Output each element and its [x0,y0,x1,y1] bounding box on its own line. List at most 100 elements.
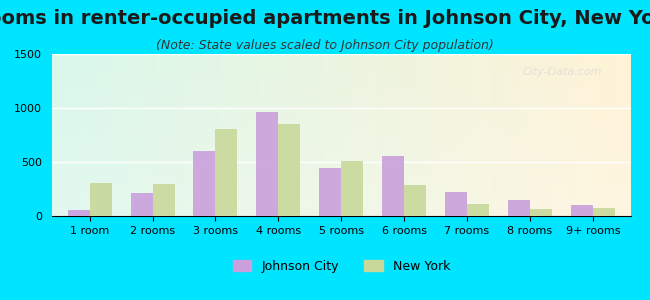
Bar [561,54,567,216]
Bar [330,54,335,216]
Bar [52,205,630,206]
Bar [52,203,630,205]
Bar [220,54,226,216]
Bar [52,177,630,179]
Bar [110,54,116,216]
Bar [573,54,578,216]
Bar [52,136,630,138]
Bar [497,54,503,216]
Bar [52,156,630,158]
Bar [52,198,630,200]
Text: (Note: State values scaled to Johnson City population): (Note: State values scaled to Johnson Ci… [156,39,494,52]
Bar [613,54,619,216]
Bar [52,86,630,88]
Bar [52,140,630,142]
Bar [593,208,615,216]
Bar [52,132,630,134]
Bar [52,88,630,90]
Bar [127,54,133,216]
Bar [457,54,463,216]
Bar [52,163,630,164]
Bar [81,54,86,216]
Bar [335,54,341,216]
Bar [312,54,318,216]
Bar [428,54,434,216]
Bar [571,205,593,216]
Bar [52,85,630,86]
Bar [480,54,486,216]
Bar [144,54,150,216]
Bar [52,124,630,125]
Bar [393,54,399,216]
Bar [52,206,630,208]
Bar [532,54,538,216]
Bar [52,96,630,98]
Bar [619,54,625,216]
Bar [347,54,353,216]
Bar [52,120,630,122]
Bar [486,54,491,216]
Bar [52,77,630,78]
Bar [52,64,630,65]
Bar [52,65,630,67]
Bar [341,161,363,216]
Bar [52,74,630,75]
Bar [52,180,630,182]
Bar [359,54,365,216]
Bar [194,151,216,216]
Bar [445,192,467,216]
Bar [469,54,474,216]
Bar [52,171,630,172]
Bar [590,54,596,216]
Bar [52,190,630,192]
Bar [439,54,445,216]
Bar [260,54,266,216]
Bar [530,209,552,216]
Bar [52,201,630,203]
Bar [52,93,630,94]
Bar [52,164,630,166]
Bar [451,54,457,216]
Bar [52,72,630,74]
Bar [515,54,521,216]
Bar [52,125,630,127]
Bar [52,134,630,135]
Bar [52,184,630,185]
Bar [278,124,300,216]
Bar [116,54,122,216]
Bar [52,188,630,190]
Bar [382,54,387,216]
Bar [249,54,255,216]
Bar [243,54,249,216]
Bar [122,54,127,216]
Bar [353,54,359,216]
Bar [295,54,301,216]
Bar [52,209,630,211]
Bar [52,103,630,104]
Bar [58,54,64,216]
Bar [52,107,630,109]
Bar [52,166,630,167]
Bar [255,54,260,216]
Bar [411,54,417,216]
Bar [52,145,630,146]
Bar [467,204,489,216]
Bar [341,54,347,216]
Bar [365,54,370,216]
Bar [509,54,515,216]
Bar [370,54,376,216]
Bar [52,94,630,96]
Bar [52,75,630,77]
Bar [153,184,175,216]
Bar [52,193,630,195]
Bar [52,114,630,116]
Bar [52,56,630,57]
Bar [578,54,584,216]
Bar [52,54,58,216]
Bar [508,200,530,216]
Bar [52,116,630,117]
Bar [52,192,630,193]
Bar [52,187,630,188]
Bar [52,161,630,163]
Bar [52,80,630,82]
